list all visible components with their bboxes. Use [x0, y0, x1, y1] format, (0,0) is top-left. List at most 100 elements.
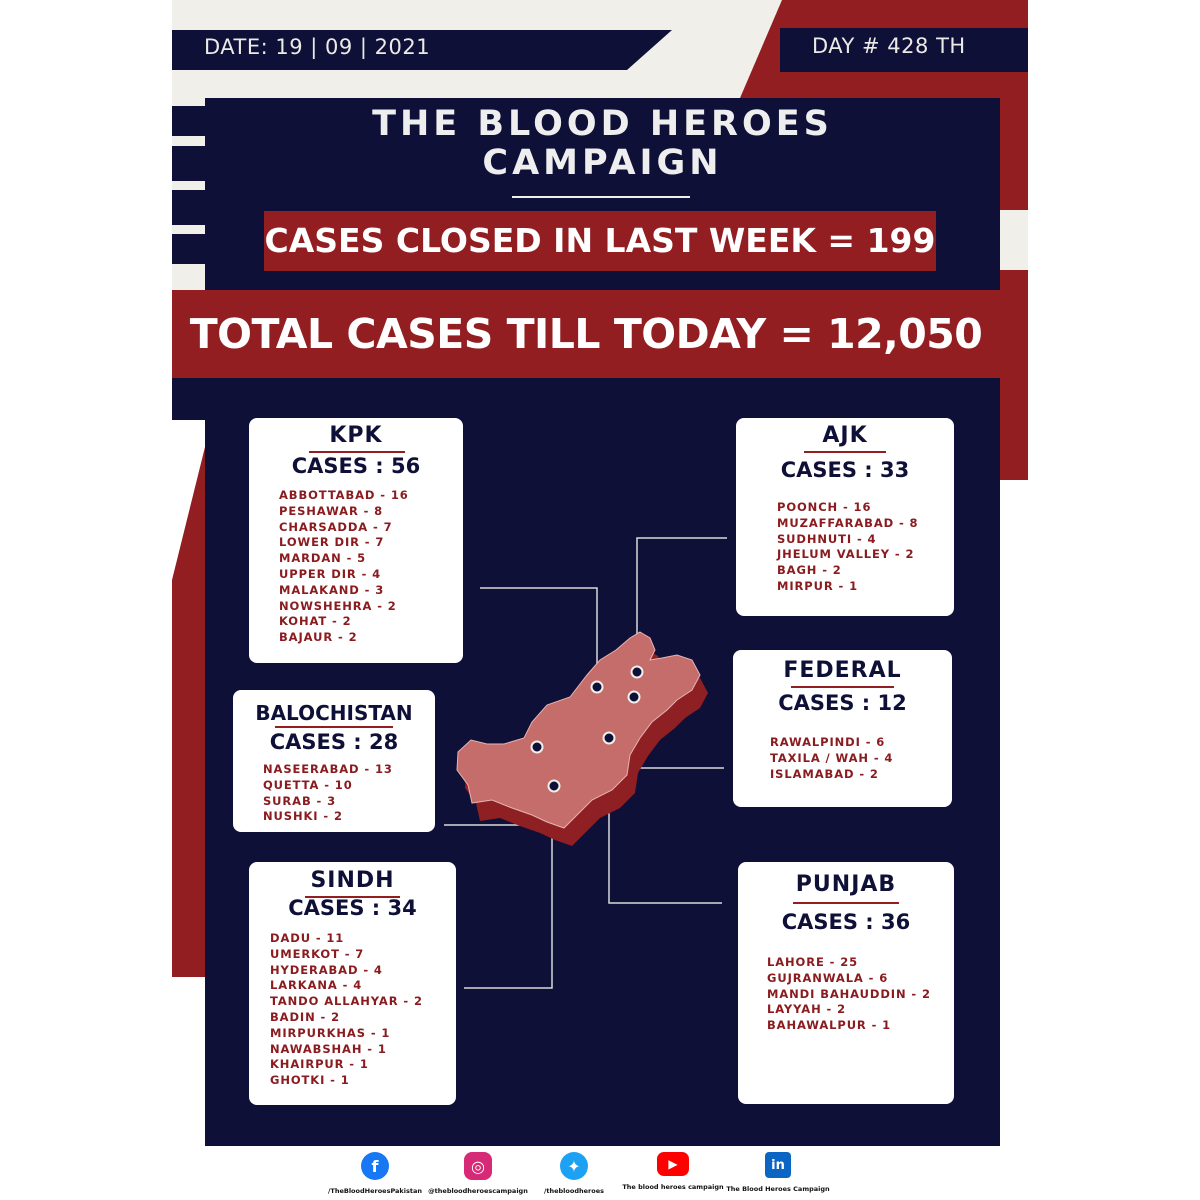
- social-handle: @thebloodheroescampaign: [428, 1187, 528, 1195]
- city-list: RAWALPINDI - 6 TAXILA / WAH - 4 ISLAMABA…: [770, 735, 893, 782]
- region-name: AJK: [822, 423, 868, 448]
- social-handle: /TheBloodHeroesPakistan: [328, 1187, 422, 1195]
- region-card-balochistan: BALOCHISTAN CASES : 28 NASEERABAD - 13 Q…: [233, 690, 435, 832]
- region-cases: CASES : 12: [778, 691, 907, 715]
- linkedin-icon: in: [765, 1152, 791, 1178]
- map-marker-federal: [627, 690, 641, 704]
- date-label: DATE: 19 | 09 | 2021: [204, 35, 431, 59]
- list-item: GHOTKI - 1: [270, 1073, 350, 1088]
- list-item: SURAB - 3: [263, 793, 337, 808]
- city-list: LAHORE - 25 GUJRANWALA - 6 MANDI BAHAUDD…: [767, 955, 931, 1034]
- list-item: NUSHKI - 2: [263, 809, 343, 824]
- list-item: LARKANA - 4: [270, 978, 363, 993]
- youtube-icon: ▶: [657, 1152, 689, 1176]
- connector-ajk: [636, 537, 727, 672]
- list-item: TAXILA / WAH - 4: [770, 750, 894, 765]
- weekly-cases-banner: [264, 211, 936, 271]
- list-item: JHELUM VALLEY - 2: [777, 547, 915, 562]
- region-name: KPK: [329, 423, 383, 448]
- infographic-poster: DATE: 19 | 09 | 2021 DAY # 428 TH THE BL…: [172, 0, 1028, 1200]
- social-instagram[interactable]: ◎ @thebloodheroescampaign: [398, 1152, 558, 1195]
- region-name: PUNJAB: [795, 872, 897, 897]
- list-item: ISLAMABAD - 2: [770, 766, 879, 781]
- city-list: NASEERABAD - 13 QUETTA - 10 SURAB - 3 NU…: [263, 762, 393, 825]
- list-item: LAHORE - 25: [767, 955, 859, 969]
- title-divider: [512, 196, 690, 198]
- city-list: ABBOTTABAD - 16 PESHAWAR - 8 CHARSADDA -…: [279, 488, 409, 646]
- pakistan-map: [444, 537, 727, 989]
- list-item: LAYYAH - 2: [767, 1002, 846, 1017]
- date-banner: [172, 30, 672, 70]
- social-youtube[interactable]: ▶ The blood heroes campaign: [593, 1152, 753, 1191]
- list-item: BAGH - 2: [777, 563, 842, 578]
- list-item: GUJRANWALA - 6: [767, 970, 889, 985]
- list-item: BADIN - 2: [270, 1009, 340, 1024]
- map-marker-punjab: [602, 731, 616, 745]
- list-item: ABBOTTABAD - 16: [279, 488, 409, 502]
- connector-sindh: [464, 786, 553, 989]
- total-cases-banner: [172, 290, 1000, 378]
- list-item: MARDAN - 5: [279, 551, 367, 566]
- city-list: DADU - 11 UMERKOT - 7 HYDERABAD - 4 LARK…: [270, 931, 423, 1089]
- region-card-punjab: PUNJAB CASES : 36 LAHORE - 25 GUJRANWALA…: [738, 862, 954, 1104]
- list-item: MIRPUR - 1: [777, 578, 858, 593]
- social-linkedin[interactable]: in The Blood Heroes Campaign: [698, 1152, 858, 1193]
- right-red-bar: [1000, 270, 1028, 480]
- map-shape: [456, 631, 701, 829]
- twitter-icon: ✦: [560, 1152, 588, 1180]
- list-item: KOHAT - 2: [279, 614, 352, 629]
- region-card-sindh: SINDH CASES : 34 DADU - 11 UMERKOT - 7 H…: [249, 862, 456, 1105]
- day-label: DAY # 428 TH: [812, 34, 966, 58]
- region-cases: CASES : 28: [269, 730, 399, 754]
- list-item: MUZAFFARABAD - 8: [777, 515, 919, 530]
- campaign-title-line1: THE BLOOD HEROES: [372, 104, 833, 144]
- region-name: FEDERAL: [783, 658, 902, 683]
- list-item: NASEERABAD - 13: [263, 762, 393, 776]
- region-cases: CASES : 33: [780, 458, 910, 482]
- map-marker-sindh: [547, 779, 561, 793]
- region-underline: [791, 686, 894, 688]
- region-name: BALOCHISTAN: [255, 701, 413, 725]
- social-twitter[interactable]: ✦ /thebloodheroes: [494, 1152, 654, 1195]
- social-handle: /thebloodheroes: [544, 1187, 604, 1195]
- list-item: KHAIRPUR - 1: [270, 1057, 369, 1072]
- list-item: MALAKAND - 3: [279, 582, 385, 597]
- region-underline: [275, 726, 393, 728]
- total-cases-text: TOTAL CASES TILL TODAY = 12,050: [189, 310, 983, 358]
- map-marker-kpk: [590, 680, 604, 694]
- list-item: MIRPURKHAS - 1: [270, 1025, 391, 1040]
- campaign-title-line2: CAMPAIGN: [482, 143, 723, 183]
- list-item: DADU - 11: [270, 931, 345, 945]
- instagram-icon: ◎: [464, 1152, 492, 1180]
- map-marker-balochistan: [530, 740, 544, 754]
- region-underline: [309, 451, 405, 453]
- region-underline: [793, 902, 899, 904]
- list-item: NOWSHEHRA - 2: [279, 598, 397, 613]
- region-cases: CASES : 34: [288, 896, 417, 920]
- list-item: QUETTA - 10: [263, 777, 353, 792]
- list-item: UMERKOT - 7: [270, 946, 365, 961]
- list-item: POONCH - 16: [777, 500, 872, 514]
- region-cases: CASES : 56: [291, 454, 421, 478]
- social-facebook[interactable]: f /TheBloodHeroesPakistan: [295, 1152, 455, 1195]
- region-cases: CASES : 36: [781, 910, 911, 934]
- region-underline: [305, 896, 400, 898]
- list-item: BAHAWALPUR - 1: [767, 1018, 892, 1033]
- region-card-kpk: KPK CASES : 56 ABBOTTABAD - 16 PESHAWAR …: [249, 418, 463, 663]
- list-item: NAWABSHAH - 1: [270, 1041, 387, 1056]
- list-item: PESHAWAR - 8: [279, 503, 384, 518]
- region-card-federal: FEDERAL CASES : 12 RAWALPINDI - 6 TAXILA…: [733, 650, 952, 807]
- region-name: SINDH: [310, 868, 395, 893]
- list-item: BAJAUR - 2: [279, 630, 358, 645]
- list-item: RAWALPINDI - 6: [770, 735, 886, 749]
- list-item: MANDI BAHAUDDIN - 2: [767, 986, 931, 1001]
- panel-band: [172, 370, 1028, 420]
- list-item: HYDERABAD - 4: [270, 962, 383, 977]
- region-underline: [804, 451, 886, 453]
- connector-kpk: [480, 587, 598, 687]
- social-handle: The blood heroes campaign: [622, 1183, 724, 1191]
- facebook-icon: f: [361, 1152, 389, 1180]
- region-card-ajk: AJK CASES : 33 POONCH - 16 MUZAFFARABAD …: [736, 418, 954, 616]
- list-item: SUDHNUTI - 4: [777, 531, 877, 546]
- weekly-cases-text: CASES CLOSED IN LAST WEEK = 199: [264, 221, 936, 260]
